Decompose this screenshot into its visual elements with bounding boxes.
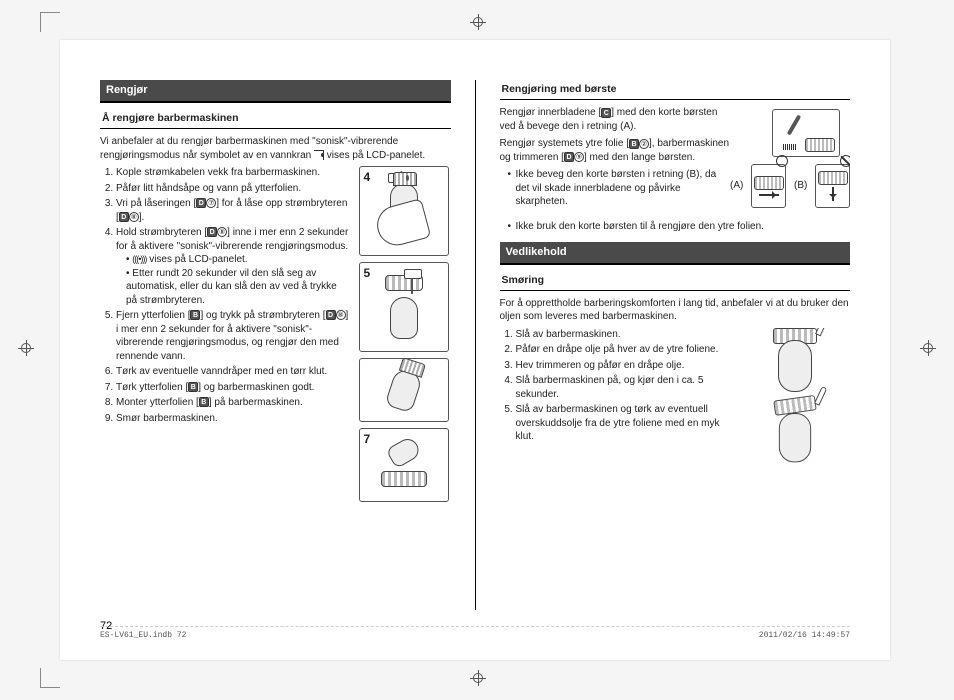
left-column: Rengjør Å rengjøre barbermaskinen Vi anb… xyxy=(100,80,451,610)
step-4-sub-2: Etter rundt 20 sekunder vil den slå seg … xyxy=(126,267,351,308)
ref-9-icon: ⑨ xyxy=(574,152,584,162)
brush-bullet-2: Ikke bruk den korte børsten til å rengjø… xyxy=(508,220,851,234)
figure-step-7: 7 xyxy=(359,428,449,502)
figure-label-7: 7 xyxy=(364,431,371,447)
step-6: Tørk av eventuelle vanndråper med en tør… xyxy=(116,365,351,379)
step-3: Vri på låseringen [D⑦] for å låse opp st… xyxy=(116,197,351,224)
step-4-sub-1: (((•))) vises på LCD-panelet. xyxy=(126,253,351,267)
ref-b-icon: B xyxy=(190,310,200,320)
footer-timestamp: 2011/02/16 14:49:57 xyxy=(759,631,850,640)
lubrication-intro: For å opprettholde barberingskomforten i… xyxy=(500,297,851,324)
oil-figure-block xyxy=(740,328,850,488)
step-2: Påfør litt håndsåpe og vann på ytterfoli… xyxy=(116,182,351,196)
column-divider xyxy=(475,80,476,610)
step-9: Smør barbermaskinen. xyxy=(116,412,351,426)
step-1: Kople strømkabelen vekk fra barbermaskin… xyxy=(116,166,351,180)
brush-bullet-1: Ikke beveg den korte børsten i retning (… xyxy=(508,168,851,209)
tap-icon xyxy=(314,150,324,160)
footer-filename: ES-LV61_EU.indb 72 xyxy=(100,631,186,640)
ref-8-icon: ⑧ xyxy=(217,227,227,237)
shaver-illustration xyxy=(390,183,418,239)
ref-d-icon: D xyxy=(207,227,217,237)
figure-column: 4 5 xyxy=(359,166,451,502)
right-column: Rengjøring med børste (A) xyxy=(500,80,851,610)
crop-mark-top-left xyxy=(40,12,60,32)
figure-label-5: 5 xyxy=(364,265,371,281)
manual-page: Rengjør Å rengjøre barbermaskinen Vi anb… xyxy=(60,40,890,660)
intro-paragraph: Vi anbefaler at du rengjør barbermaskine… xyxy=(100,135,451,162)
step-8: Monter ytterfolien [B] på barbermaskinen… xyxy=(116,396,351,410)
shaver-oil-figure-2 xyxy=(774,401,816,462)
registration-mark-left xyxy=(18,340,34,356)
subsection-heading-clean: Å rengjøre barbermaskinen xyxy=(100,109,451,129)
ok-mark-icon xyxy=(776,155,788,167)
section-heading-rengjor: Rengjør xyxy=(100,80,451,103)
figure-step-4: 4 xyxy=(359,166,449,256)
intro-post: vises på LCD-panelet. xyxy=(327,150,425,161)
ref-d-icon: D xyxy=(196,198,206,208)
vibrate-icon: (((•))) xyxy=(132,253,146,265)
shaver-illustration xyxy=(390,297,418,339)
ref-b-icon: B xyxy=(199,397,209,407)
steps-text-block: Kople strømkabelen vekk fra barbermaskin… xyxy=(100,166,351,502)
registration-mark-top xyxy=(470,14,486,30)
step-7: Tørk ytterfolien [B] og barbermaskinen g… xyxy=(116,381,351,395)
figure-step-5b xyxy=(359,358,449,422)
print-footer: ES-LV61_EU.indb 72 2011/02/16 14:49:57 xyxy=(100,626,850,640)
ref-c-icon: C xyxy=(601,108,611,118)
ref-b-icon: B xyxy=(188,382,198,392)
shaver-illustration xyxy=(385,435,422,469)
subsection-heading-smoring: Smøring xyxy=(500,271,851,291)
ref-2-icon: ② xyxy=(639,139,649,149)
shaver-oil-figure-1 xyxy=(773,328,817,392)
ref-b-icon: B xyxy=(629,139,639,149)
foil-illustration xyxy=(381,471,427,487)
ref-8-icon: ⑧ xyxy=(129,212,139,222)
section-heading-vedlikehold: Vedlikehold xyxy=(500,242,851,265)
figure-step-5a: 5 xyxy=(359,262,449,352)
cleaning-steps-list: Kople strømkabelen vekk fra barbermaskin… xyxy=(100,166,351,425)
shaver-illustration xyxy=(384,367,423,414)
ref-d-icon: D xyxy=(326,310,336,320)
step-5: Fjern ytterfolien [B] og trykk på strømb… xyxy=(116,309,351,363)
subsection-heading-brush: Rengjøring med børste xyxy=(500,80,851,100)
dropper-icon xyxy=(815,328,829,336)
registration-mark-bottom xyxy=(470,670,486,686)
brush-top-figure xyxy=(730,106,840,160)
step-4: Hold strømbryteren [D⑧] inne i mer enn 2… xyxy=(116,226,351,307)
ref-7-icon: ⑦ xyxy=(206,198,216,208)
crop-mark-bottom-left xyxy=(40,668,60,688)
registration-mark-right xyxy=(920,340,936,356)
ref-8-icon: ⑧ xyxy=(336,310,346,320)
ref-d-icon: D xyxy=(119,212,129,222)
tap-illustration xyxy=(404,269,422,279)
not-ok-mark-icon xyxy=(840,155,850,167)
figure-label-4: 4 xyxy=(364,169,371,185)
ref-d-icon: D xyxy=(564,152,574,162)
